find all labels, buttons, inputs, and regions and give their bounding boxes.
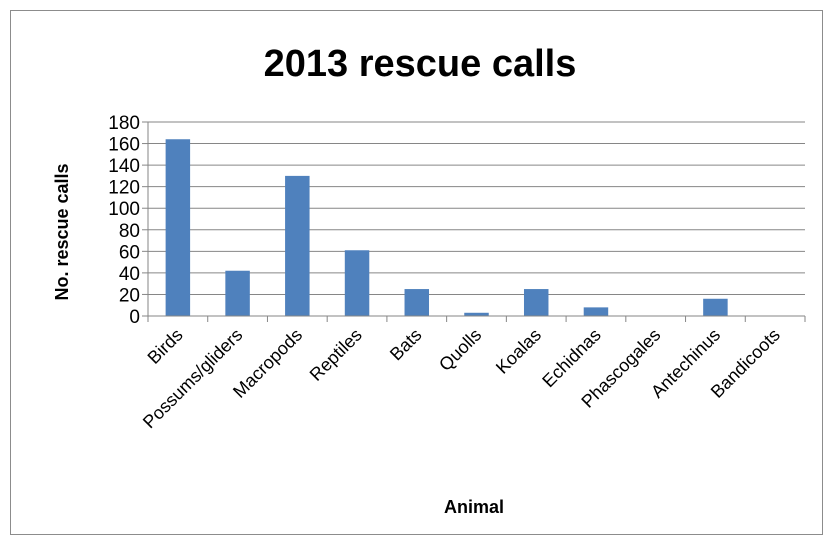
bar bbox=[523, 289, 549, 316]
axes bbox=[142, 121, 806, 322]
x-axis-title: Animal bbox=[444, 497, 504, 517]
y-tick-label: 20 bbox=[119, 285, 140, 306]
bar bbox=[225, 270, 250, 316]
bars bbox=[165, 139, 728, 316]
bar bbox=[464, 312, 489, 316]
bar bbox=[165, 139, 191, 316]
gridlines bbox=[148, 121, 805, 295]
bar bbox=[344, 250, 370, 316]
y-axis-title: No. rescue calls bbox=[52, 163, 72, 300]
y-tick-label: 100 bbox=[108, 199, 140, 220]
y-tick-label: 60 bbox=[119, 242, 140, 263]
y-tick-label: 140 bbox=[108, 156, 140, 177]
chart-title: 2013 rescue calls bbox=[264, 43, 577, 85]
y-tick-label: 120 bbox=[108, 178, 140, 199]
y-tick-label: 80 bbox=[119, 221, 140, 242]
y-tick-label: 0 bbox=[129, 307, 140, 328]
bar bbox=[703, 298, 728, 316]
x-category-label: Reptiles bbox=[306, 325, 366, 385]
bar bbox=[285, 175, 310, 316]
bar bbox=[583, 307, 609, 316]
bar bbox=[404, 289, 430, 316]
y-tick-label: 180 bbox=[108, 113, 140, 134]
y-tick-label: 40 bbox=[119, 264, 140, 285]
y-tick-label: 160 bbox=[108, 135, 140, 156]
x-category-label: Bats bbox=[386, 325, 426, 365]
x-category-label: Birds bbox=[144, 325, 187, 368]
x-category-label: Koalas bbox=[492, 325, 545, 378]
x-category-label: Quolls bbox=[435, 325, 485, 375]
